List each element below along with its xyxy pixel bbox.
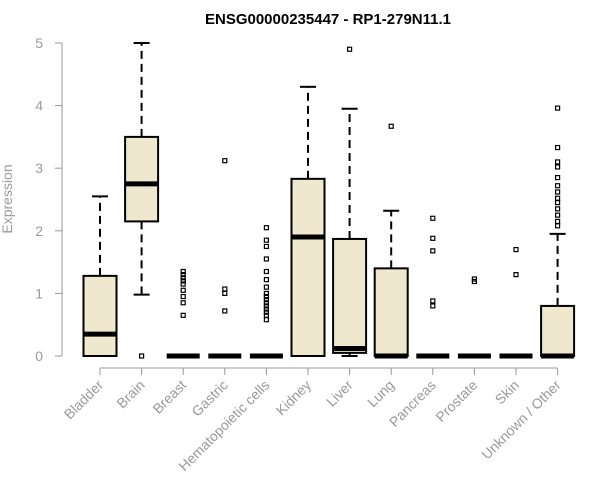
box-iqr (332, 237, 368, 354)
box-breast (166, 268, 200, 359)
x-tick-label: Skin (492, 377, 523, 408)
y-axis: 0 1 2 3 4 5 (35, 35, 63, 364)
outlier-point (513, 272, 519, 278)
box-gastric (208, 158, 242, 359)
x-tick-label: Bladder (61, 377, 107, 423)
outlier-point (263, 303, 269, 309)
outlier-point (430, 248, 436, 254)
y-tick-label: 2 (35, 223, 43, 239)
outlier-point (388, 123, 394, 129)
outlier-point (554, 164, 561, 170)
box-pancreas (416, 215, 450, 359)
outlier-point (180, 281, 186, 287)
outlier-point (263, 306, 269, 312)
plot-area (82, 42, 576, 359)
box-skin (499, 246, 533, 359)
outlier-point (554, 105, 561, 111)
x-tick-label: Liver (323, 377, 356, 410)
outlier-point (263, 243, 269, 250)
box-hematopoietic-cells (249, 225, 283, 359)
outlier-point (554, 212, 561, 218)
box-kidney (290, 85, 326, 357)
x-tick-label: Brain (113, 377, 147, 411)
outlier-point (180, 300, 186, 306)
outlier-point (263, 300, 269, 306)
outlier-point (263, 317, 269, 323)
outlier-point (430, 298, 436, 304)
box-iqr (124, 135, 160, 223)
x-tick-label: Kidney (273, 377, 315, 419)
outlier-point (222, 158, 228, 164)
outlier-point (263, 293, 269, 300)
outlier-point (430, 215, 436, 221)
outlier-point (554, 159, 561, 165)
outlier-point (263, 256, 269, 262)
outlier-point (263, 268, 269, 275)
box-iqr (82, 274, 118, 358)
outlier-point (263, 277, 269, 283)
y-tick-label: 4 (35, 98, 43, 114)
outlier-point (139, 353, 145, 359)
y-tick-label: 1 (35, 285, 43, 301)
outlier-point (180, 268, 186, 275)
x-tick-label: Lung (364, 377, 397, 410)
outlier-point (554, 218, 561, 225)
outlier-point (180, 272, 186, 278)
outlier-point (222, 308, 228, 314)
x-tick-label: Prostate (432, 377, 480, 425)
x-tick-label: Unknown / Other (478, 377, 564, 463)
box-liver (332, 46, 368, 357)
outlier-point (263, 290, 269, 296)
box-iqr (373, 267, 409, 357)
outlier-point (554, 200, 561, 206)
outlier-point (554, 206, 561, 212)
outlier-point (554, 189, 561, 195)
y-tick-label: 0 (35, 348, 43, 364)
outlier-point (554, 223, 561, 229)
outlier-point (263, 284, 269, 290)
outlier-point (263, 297, 269, 303)
chart-title: ENSG00000235447 - RP1-279N11.1 (205, 11, 451, 28)
outlier-point (430, 235, 436, 241)
box-prostate (457, 276, 491, 359)
outlier-point (471, 278, 477, 285)
outlier-point (180, 312, 186, 318)
outlier-point (263, 225, 269, 231)
box-bladder (82, 195, 118, 358)
outlier-point (263, 309, 269, 315)
outlier-point (554, 144, 561, 151)
outlier-point (554, 183, 561, 189)
box-iqr (540, 304, 576, 358)
outlier-point (263, 237, 269, 243)
box-brain (124, 42, 160, 359)
box-lung (373, 123, 409, 359)
outlier-point (347, 46, 353, 52)
outlier-point (180, 275, 186, 281)
box-unknown-other (540, 105, 576, 359)
y-tick-label: 3 (35, 160, 43, 176)
outlier-point (180, 293, 186, 300)
outlier-point (180, 278, 186, 284)
outlier-point (430, 303, 436, 309)
x-tick-label: Breast (149, 377, 189, 417)
outlier-point (554, 195, 561, 201)
outlier-point (222, 286, 228, 292)
outlier-point (513, 246, 519, 253)
y-tick-label: 5 (35, 35, 43, 51)
outlier-point (554, 174, 561, 181)
box-iqr (290, 177, 326, 357)
outlier-point (222, 290, 228, 296)
outlier-point (180, 287, 186, 293)
y-axis-label: Expression (0, 164, 15, 233)
